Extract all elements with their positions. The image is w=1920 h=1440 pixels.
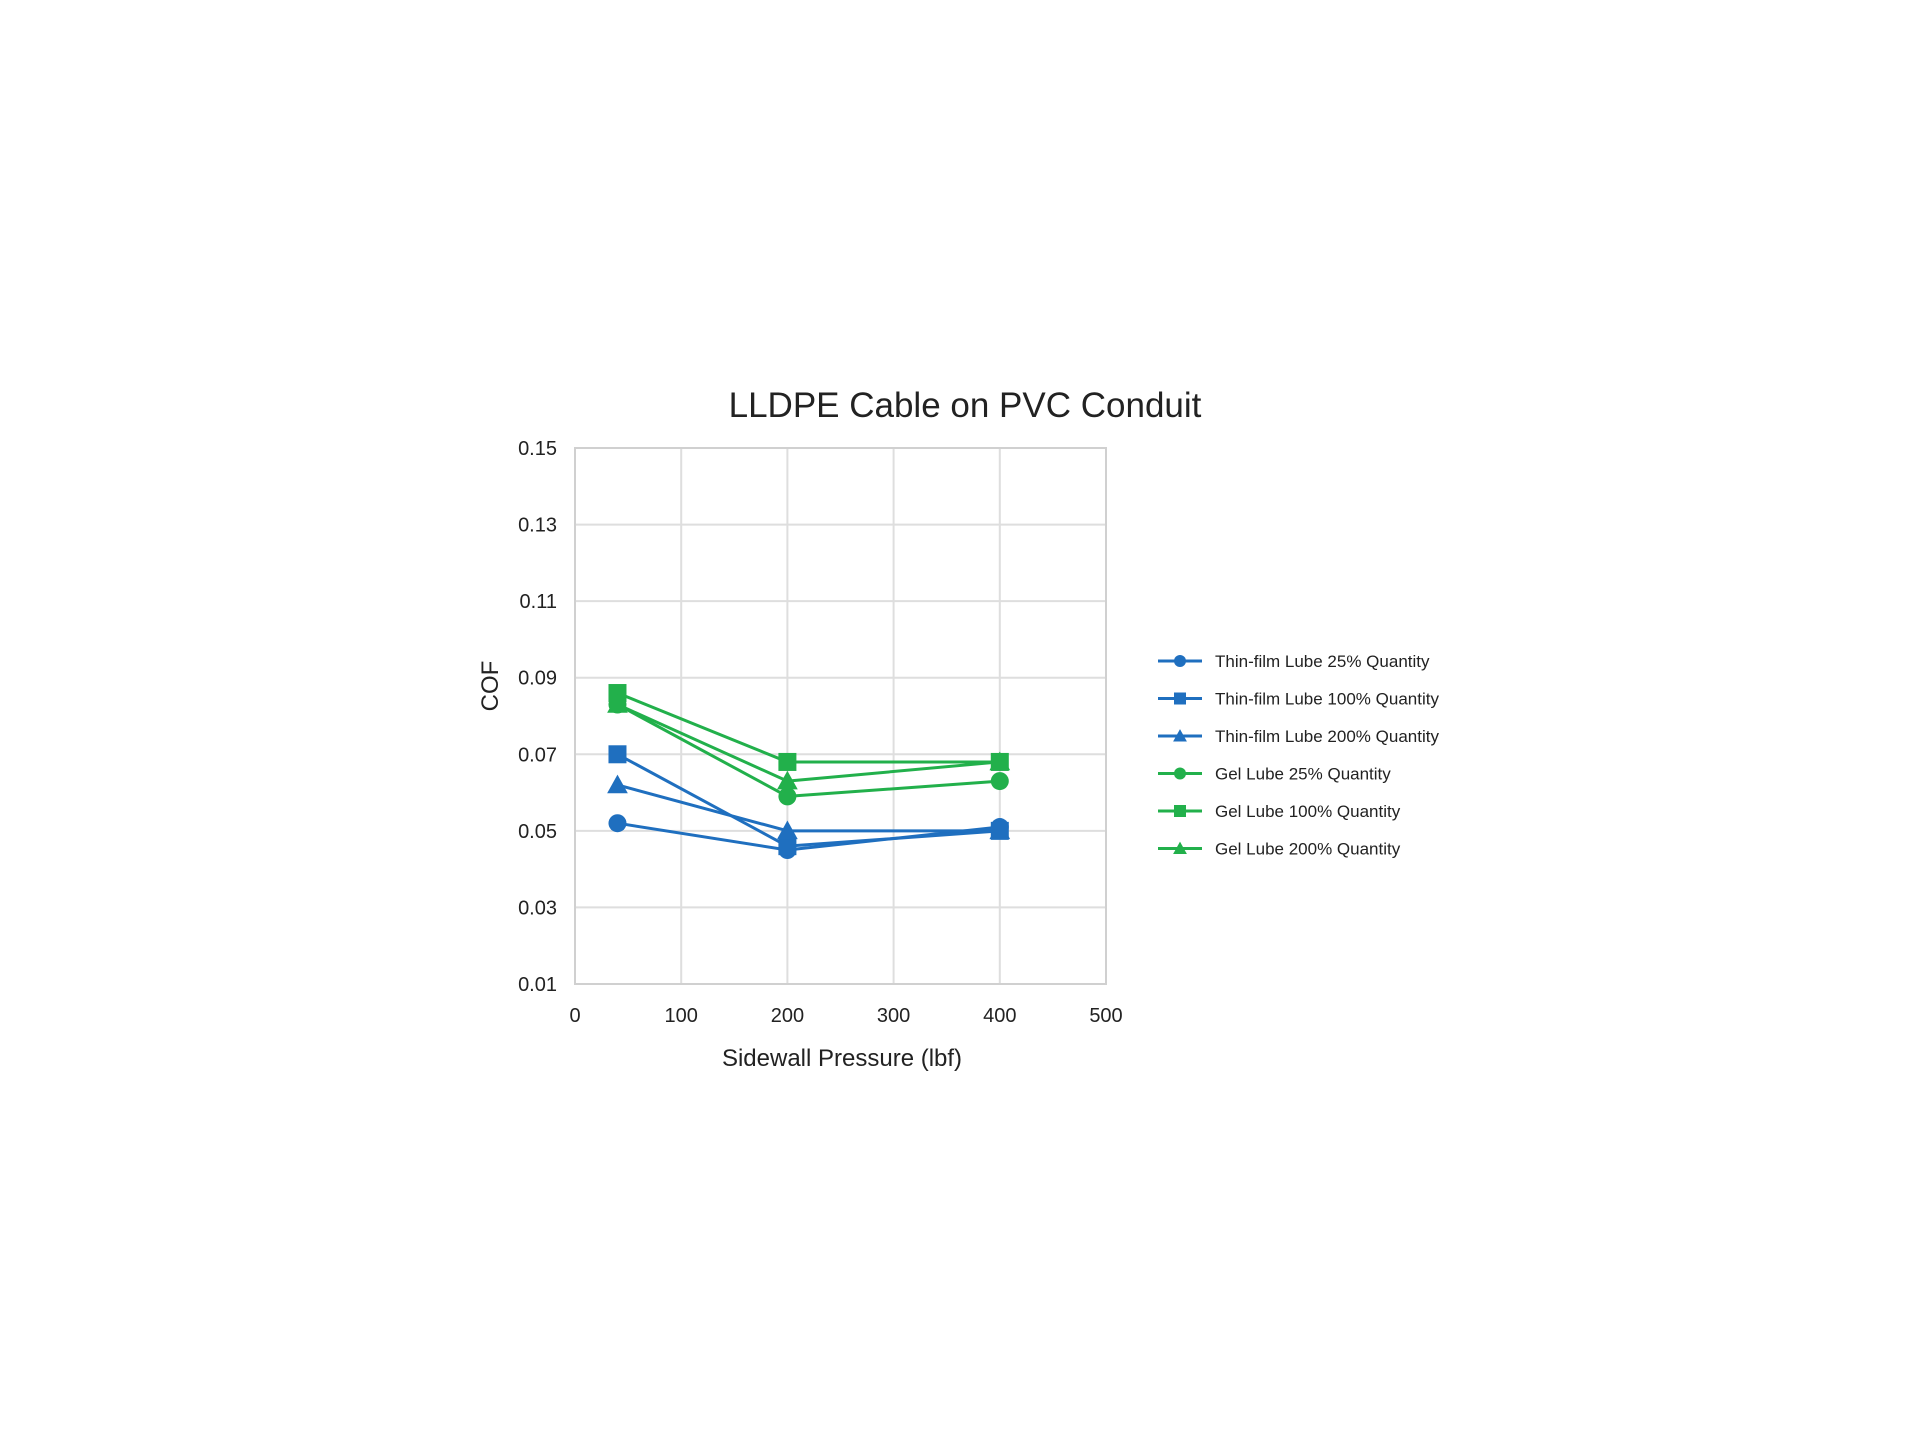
x-tick-label: 200 — [771, 1005, 804, 1027]
data-point — [778, 752, 797, 771]
x-axis-ticks: 0 100 200 300 400 500 — [569, 1005, 1122, 1027]
legend-item: Gel Lube 200% Quantity — [1158, 840, 1401, 859]
legend-label: Thin-film Lube 100% Quantity — [1215, 690, 1439, 709]
legend-marker — [1173, 841, 1187, 855]
legend-item: Gel Lube 25% Quantity — [1158, 765, 1391, 784]
legend-marker — [1174, 767, 1186, 780]
y-tick-label: 0.01 — [518, 974, 557, 996]
y-axis-ticks: 0.15 0.13 0.11 0.09 0.07 0.05 0.03 0.01 — [518, 438, 557, 996]
data-point — [608, 814, 627, 833]
y-tick-label: 0.09 — [518, 668, 557, 690]
y-tick-label: 0.03 — [518, 897, 557, 919]
chart-title: LLDPE Cable on PVC Conduit — [729, 386, 1202, 425]
series-1 — [608, 814, 1009, 859]
data-point — [777, 820, 798, 840]
y-tick-label: 0.15 — [518, 438, 557, 460]
legend-label: Gel Lube 200% Quantity — [1215, 840, 1401, 859]
legend: Thin-film Lube 25% Quantity Thin-film Lub… — [1158, 652, 1439, 859]
series-3 — [607, 774, 1011, 840]
series-line — [616, 703, 1000, 798]
x-tick-label: 300 — [877, 1005, 910, 1027]
data-point — [989, 751, 1011, 771]
data-point — [778, 787, 797, 806]
data-point — [990, 772, 1009, 791]
series-4 — [608, 695, 1009, 806]
data-point — [778, 837, 797, 856]
x-tick-label: 100 — [665, 1005, 698, 1027]
series-line — [617, 783, 1000, 833]
data-point — [777, 770, 798, 790]
series-6 — [607, 694, 1011, 790]
series-5 — [608, 684, 1009, 771]
legend-label: Thin-film Lube 200% Quantity — [1215, 727, 1439, 746]
legend-item: Thin-film Lube 25% Quantity — [1158, 652, 1430, 671]
x-tick-label: 400 — [983, 1005, 1016, 1027]
legend-label: Gel Lube 25% Quantity — [1215, 765, 1391, 784]
legend-item: Gel Lube 100% Quantity — [1158, 802, 1401, 821]
data-point — [608, 684, 627, 703]
grid — [574, 447, 1107, 985]
plot-frame — [574, 447, 1107, 985]
legend-marker — [1174, 805, 1186, 817]
legend-marker — [1174, 655, 1186, 667]
y-tick-label: 0.05 — [518, 821, 557, 843]
legend-item: Thin-film Lube 100% Quantity — [1158, 690, 1439, 709]
y-tick-label: 0.13 — [518, 515, 557, 537]
x-tick-label: 0 — [569, 1005, 580, 1027]
y-tick-label: 0.07 — [518, 744, 557, 766]
x-axis-title: Sidewall Pressure (lbf) — [722, 1045, 962, 1072]
series-layer — [607, 684, 1011, 859]
legend-marker — [1173, 729, 1187, 742]
x-tick-label: 500 — [1089, 1005, 1122, 1027]
series-line — [616, 691, 1000, 764]
data-point — [607, 774, 628, 794]
data-point — [607, 694, 628, 713]
legend-item: Thin-film Lube 200% Quantity — [1158, 727, 1439, 746]
y-axis-title: COF — [477, 661, 504, 712]
legend-marker — [1174, 692, 1186, 705]
data-point — [608, 745, 627, 764]
legend-label: Thin-film Lube 25% Quantity — [1215, 652, 1430, 671]
y-tick-label: 0.11 — [520, 591, 557, 613]
legend-label: Gel Lube 100% Quantity — [1215, 802, 1401, 821]
data-point — [989, 820, 1011, 840]
